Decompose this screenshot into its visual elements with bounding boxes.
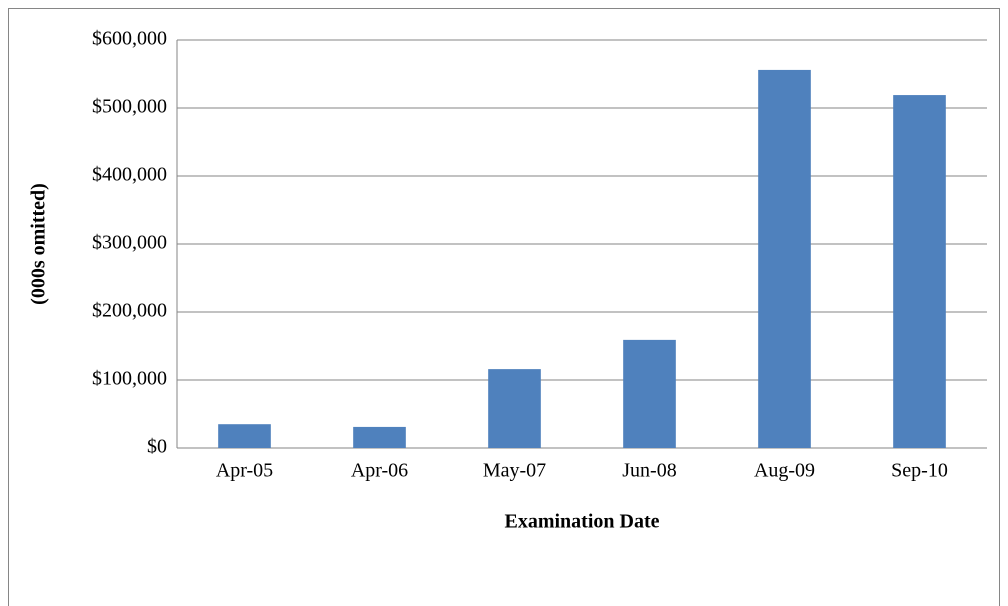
y-axis-title: (000s omitted) bbox=[28, 183, 50, 305]
y-tick-label: $0 bbox=[147, 436, 167, 458]
x-tick-label: Sep-10 bbox=[891, 460, 948, 482]
x-tick-label: May-07 bbox=[483, 460, 546, 482]
x-axis-title: Examination Date bbox=[505, 511, 660, 533]
bar bbox=[353, 426, 406, 448]
y-tick-label: $600,000 bbox=[92, 28, 167, 50]
bar bbox=[758, 69, 811, 449]
x-tick-label: Apr-06 bbox=[351, 460, 408, 482]
y-tick-label: $500,000 bbox=[92, 96, 167, 118]
y-tick-label: $400,000 bbox=[92, 164, 167, 186]
y-tick-label: $300,000 bbox=[92, 232, 167, 254]
bar bbox=[893, 95, 946, 448]
x-tick-label: Jun-08 bbox=[622, 460, 676, 482]
y-tick-label: $200,000 bbox=[92, 300, 167, 322]
bar bbox=[623, 339, 676, 448]
bar bbox=[218, 424, 271, 448]
bar bbox=[488, 369, 541, 448]
y-tick-label: $100,000 bbox=[92, 368, 167, 390]
x-tick-label: Apr-05 bbox=[216, 460, 273, 482]
x-tick-label: Aug-09 bbox=[754, 460, 815, 482]
